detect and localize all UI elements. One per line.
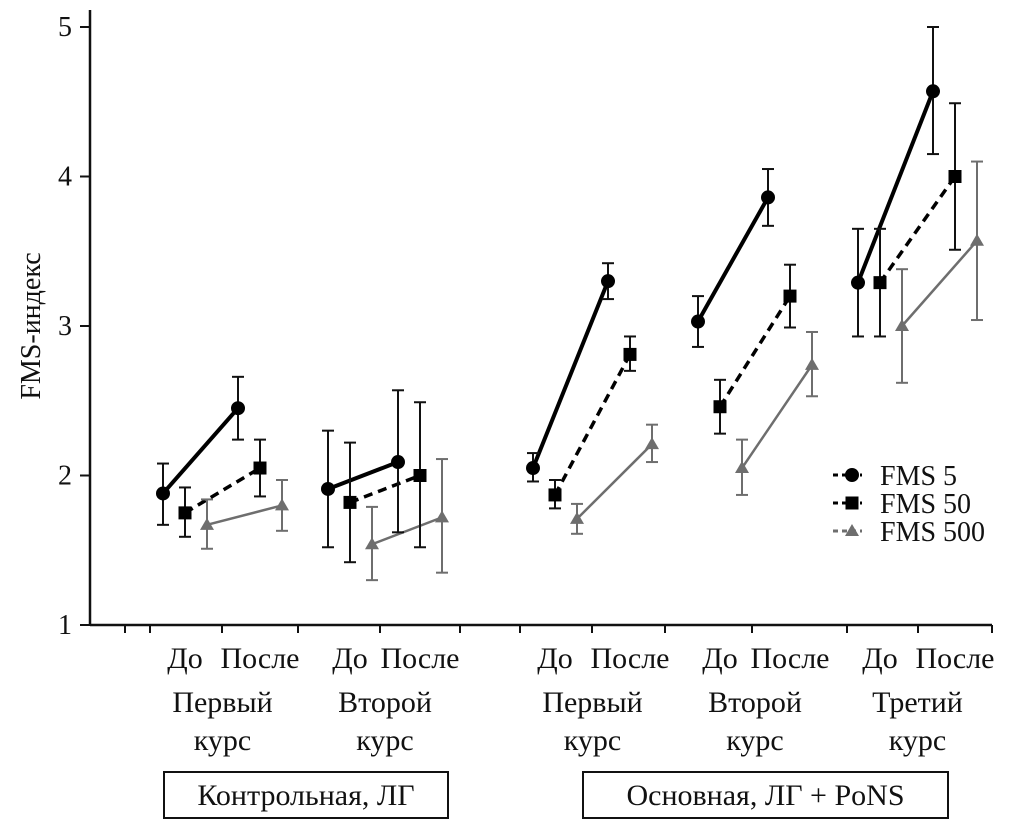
series-line-1 <box>531 280 610 469</box>
series-lines <box>161 90 978 546</box>
legend-marker-1 <box>845 468 859 482</box>
course-label-line1: Второй <box>708 686 802 719</box>
data-point-1 <box>851 275 865 290</box>
data-point-1 <box>691 314 705 329</box>
data-point-2 <box>713 400 727 414</box>
data-point-1 <box>231 401 245 416</box>
course-label-line2: курс <box>194 724 251 757</box>
data-point-3 <box>645 437 659 450</box>
data-point-2 <box>623 347 637 361</box>
series-line-2 <box>718 295 792 408</box>
data-point-2 <box>948 170 962 183</box>
y-ticks: 1 2 3 4 5 <box>58 12 90 641</box>
legend-label: FMS 500 <box>880 517 985 548</box>
data-point-2 <box>253 461 267 475</box>
course-label-line1: Первый <box>542 686 642 719</box>
legend-marker-3 <box>845 524 859 536</box>
data-point-3 <box>435 510 449 523</box>
error-bars <box>157 26 983 582</box>
series-line-1 <box>856 90 935 284</box>
data-point-3 <box>365 537 379 550</box>
data-point-1 <box>321 481 335 496</box>
legend-label: FMS 50 <box>880 489 971 520</box>
course-labels: Первый курс Второй курс Первый курс Второй курс… <box>172 686 963 757</box>
series-line-3 <box>576 443 653 520</box>
data-point-3 <box>200 517 214 530</box>
data-point-1 <box>526 461 540 476</box>
x-category-label: После <box>590 642 669 675</box>
y-axis-label: FMS-индекс <box>16 252 47 399</box>
data-point-2 <box>548 488 562 502</box>
x-category-label: После <box>380 642 459 675</box>
series-line-3 <box>901 239 978 327</box>
course-label-line1: Третий <box>872 686 963 719</box>
data-point-3 <box>735 461 749 474</box>
y-tick-label: 5 <box>58 12 72 43</box>
data-point-3 <box>570 511 584 524</box>
y-tick-label: 2 <box>58 461 72 492</box>
x-category-label: До <box>862 642 897 675</box>
x-ticks <box>124 625 993 633</box>
course-label-line2: курс <box>356 724 413 757</box>
course-label-line2: курс <box>889 724 946 757</box>
x-category-label: До <box>537 642 572 675</box>
data-point-1 <box>761 190 775 205</box>
data-point-2 <box>873 276 887 290</box>
y-tick-label: 1 <box>58 610 72 641</box>
group-box <box>163 771 449 819</box>
group-label: Основная, ЛГ + PoNS <box>626 779 904 812</box>
data-point-1 <box>156 486 170 501</box>
x-category-label: После <box>750 642 829 675</box>
series-line-1 <box>327 460 399 491</box>
x-category-label: После <box>220 642 299 675</box>
axes <box>88 10 992 627</box>
data-point-1 <box>601 274 615 289</box>
series-line-1 <box>161 406 240 495</box>
data-point-2 <box>413 469 427 482</box>
course-label-line1: Второй <box>338 686 432 719</box>
data-point-1 <box>391 455 405 470</box>
group-boxes: Контрольная, ЛГ Основная, ЛГ + PoNS <box>163 771 949 819</box>
x-category-label: После <box>915 642 994 675</box>
course-label-line2: курс <box>564 724 621 757</box>
series-line-3 <box>740 364 814 469</box>
y-tick-label: 3 <box>58 311 72 342</box>
data-point-3 <box>275 498 289 511</box>
data-point-2 <box>178 506 192 520</box>
series-line-2 <box>184 466 261 515</box>
data-point-1 <box>926 84 940 99</box>
series-line-2 <box>349 473 421 505</box>
course-label-line2: курс <box>726 724 783 757</box>
data-point-2 <box>783 289 797 303</box>
series-line-2 <box>878 175 957 284</box>
data-point-3 <box>805 357 819 370</box>
group-label: Контрольная, ЛГ <box>197 779 414 812</box>
series-line-2 <box>553 353 632 496</box>
series-line-3 <box>371 516 443 546</box>
legend-label: FMS 5 <box>880 461 957 492</box>
series-markers <box>156 84 984 550</box>
series-line-3 <box>206 504 283 527</box>
course-label-line1: Первый <box>172 686 272 719</box>
data-point-3 <box>895 319 909 331</box>
group-box <box>582 771 949 819</box>
x-category-label: До <box>332 642 367 675</box>
data-point-3 <box>970 233 984 246</box>
x-category-label: До <box>167 642 202 675</box>
x-category-label: До <box>702 642 737 675</box>
data-point-2 <box>343 495 357 509</box>
legend-marker-2 <box>845 496 859 510</box>
y-tick-label: 4 <box>58 162 72 193</box>
series-line-1 <box>696 196 770 323</box>
x-category-labels: До После До После До После До После До После <box>167 642 994 675</box>
